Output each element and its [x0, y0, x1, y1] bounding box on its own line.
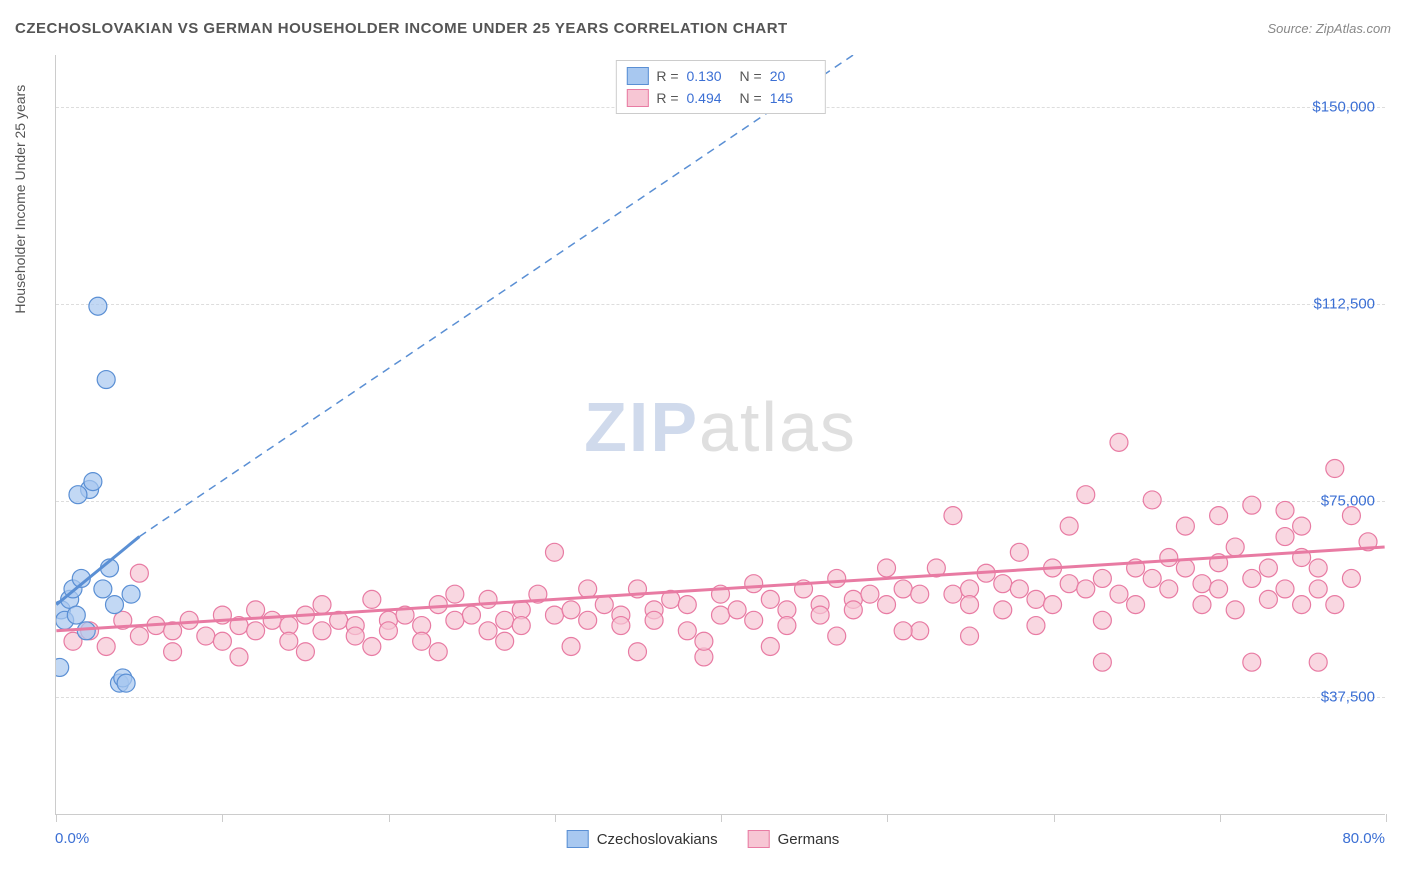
x-min-label: 0.0% — [55, 830, 89, 847]
legend-bottom: Czechoslovakians Germans — [567, 830, 840, 848]
chart-title: CZECHOSLOVAKIAN VS GERMAN HOUSEHOLDER IN… — [15, 20, 788, 37]
chart-svg — [56, 55, 1385, 814]
legend-item-2: Germans — [748, 830, 840, 848]
y-axis-label: Householder Income Under 25 years — [12, 85, 28, 314]
x-max-label: 80.0% — [1342, 830, 1385, 847]
swatch-series-1-bottom — [567, 830, 589, 848]
x-tick — [389, 814, 390, 822]
legend-stats-box: R = 0.130 N = 20 R = 0.494 N = 145 — [615, 60, 825, 114]
x-tick — [721, 814, 722, 822]
swatch-series-2-bottom — [748, 830, 770, 848]
n-value-1: 20 — [770, 68, 815, 84]
series-1-name: Czechoslovakians — [597, 831, 718, 848]
x-tick — [887, 814, 888, 822]
x-tick — [56, 814, 57, 822]
x-tick — [1220, 814, 1221, 822]
x-tick — [1054, 814, 1055, 822]
r-value-1: 0.130 — [687, 68, 732, 84]
legend-item-1: Czechoslovakians — [567, 830, 718, 848]
x-tick — [222, 814, 223, 822]
x-tick — [555, 814, 556, 822]
legend-stats-row-2: R = 0.494 N = 145 — [626, 87, 814, 109]
source-label: Source: ZipAtlas.com — [1267, 21, 1391, 36]
x-tick — [1386, 814, 1387, 822]
swatch-series-2 — [626, 89, 648, 107]
swatch-series-1 — [626, 67, 648, 85]
legend-stats-row-1: R = 0.130 N = 20 — [626, 65, 814, 87]
title-bar: CZECHOSLOVAKIAN VS GERMAN HOUSEHOLDER IN… — [15, 20, 1391, 37]
series-2-name: Germans — [778, 831, 840, 848]
n-value-2: 145 — [770, 90, 815, 106]
plot-area: ZIPatlas R = 0.130 N = 20 R = 0.494 N = … — [55, 55, 1385, 815]
r-value-2: 0.494 — [687, 90, 732, 106]
